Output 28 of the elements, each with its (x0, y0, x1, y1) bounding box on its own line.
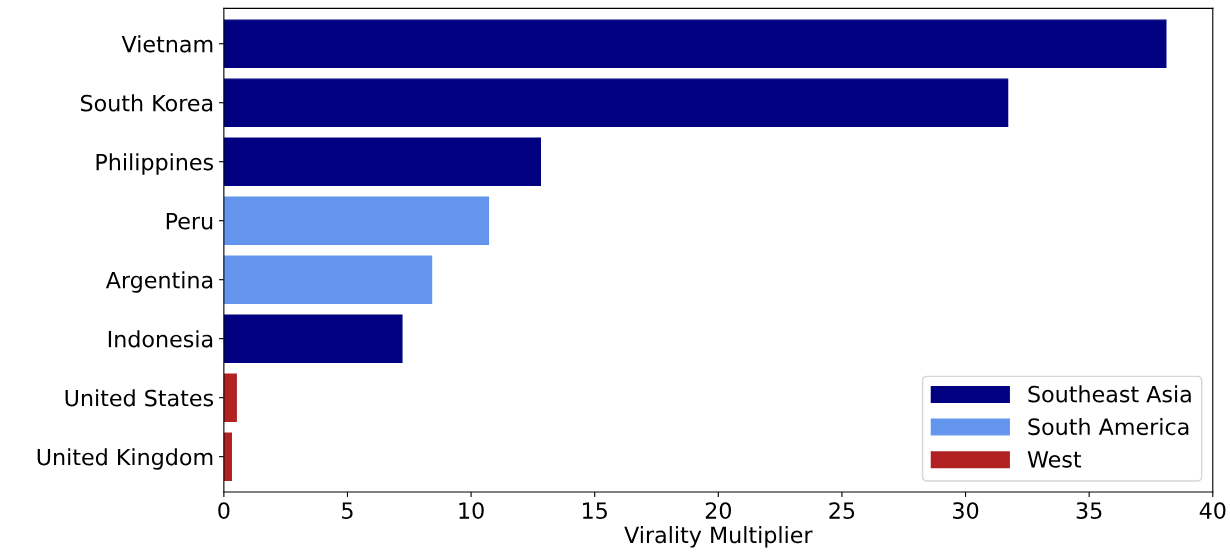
legend-label: South America (1028, 417, 1189, 436)
bar (223, 196, 490, 245)
x-tick-label: 5 (342, 502, 353, 519)
x-tick-label: 15 (583, 502, 607, 519)
y-tick-label: United Kingdom (37, 448, 213, 470)
y-tick-label: Peru (166, 212, 213, 230)
bar (223, 373, 237, 422)
bar (223, 19, 1167, 69)
y-tick-label: South Korea (80, 94, 213, 112)
x-tick-label: 0 (218, 502, 230, 519)
x-tick-label: 25 (829, 502, 855, 519)
y-tick-label: Vietnam (121, 35, 213, 53)
y-tick-label: Argentina (105, 271, 213, 293)
y-tick-label: United States (65, 389, 214, 407)
legend-label: West (1027, 451, 1082, 468)
y-tick-label: Philippines (96, 153, 214, 175)
legend-label: Southeast Asia (1028, 385, 1191, 403)
bar (223, 137, 542, 187)
x-tick-label: 30 (953, 502, 979, 519)
bar (223, 314, 403, 363)
x-tick-label: 10 (459, 502, 484, 519)
bar (223, 255, 433, 304)
x-axis-title: Virality Multiplier (624, 526, 813, 548)
x-tick-label: 40 (1199, 502, 1226, 519)
x-tick-label: 35 (1076, 502, 1102, 519)
bar (223, 78, 1009, 128)
x-tick-label: 20 (705, 502, 731, 519)
y-tick-label: Indonesia (108, 330, 213, 348)
